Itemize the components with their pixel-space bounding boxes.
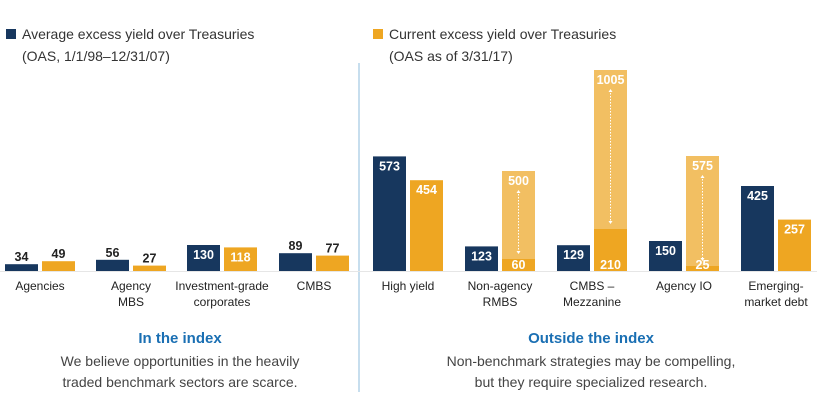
value-label-average: 123 bbox=[471, 249, 492, 263]
range-arrow-head-down bbox=[608, 221, 613, 224]
value-label-current: 27 bbox=[143, 252, 157, 266]
bar-average bbox=[465, 246, 498, 271]
value-label-current: 118 bbox=[230, 250, 250, 264]
value-label-average: 89 bbox=[289, 239, 303, 253]
bar-average bbox=[279, 253, 312, 271]
bar-current bbox=[778, 219, 811, 271]
bar-average bbox=[96, 259, 129, 271]
legend-sublabel-current: (OAS as of 3/31/17) bbox=[389, 48, 513, 64]
bar-current bbox=[133, 265, 166, 271]
bar-current bbox=[224, 247, 257, 271]
range-arrow-head-up bbox=[516, 190, 521, 193]
group-desc-outside-index-line2: but they require specialized research. bbox=[475, 374, 708, 390]
bar-average bbox=[5, 264, 38, 271]
category-label: Agencies bbox=[15, 279, 64, 293]
group-desc-outside-index-line1: Non-benchmark strategies may be compelli… bbox=[447, 353, 736, 369]
category-label: market debt bbox=[744, 295, 808, 309]
legend-swatch-average bbox=[6, 29, 16, 39]
category-label: Investment-grade bbox=[175, 279, 269, 293]
range-arrow-head-up bbox=[700, 175, 705, 178]
range-value-label: 500 bbox=[508, 174, 529, 188]
category-label: RMBS bbox=[483, 295, 518, 309]
range-arrow-head-down bbox=[516, 251, 521, 254]
value-label-average: 425 bbox=[747, 189, 768, 203]
legend-sublabel-average: (OAS, 1/1/98–12/31/07) bbox=[22, 48, 170, 64]
category-label: CMBS bbox=[297, 279, 332, 293]
bars: 34 49 56 27 130 118 89 77 573 454 500 123 60 1005 129 2… bbox=[5, 70, 811, 272]
bar-average bbox=[649, 241, 682, 271]
value-label-current: 77 bbox=[326, 242, 340, 256]
value-label-current: 454 bbox=[416, 183, 437, 197]
group-desc-in-index-line2: traded benchmark sectors are scarce. bbox=[63, 374, 298, 390]
range-value-label: 1005 bbox=[597, 73, 625, 87]
value-label-average: 129 bbox=[563, 248, 584, 262]
legend-swatch-current bbox=[373, 29, 383, 39]
legend-label-average: Average excess yield over Treasuries bbox=[22, 26, 254, 42]
value-label-average: 573 bbox=[379, 159, 400, 173]
category-label: High yield bbox=[382, 279, 435, 293]
category-label: MBS bbox=[118, 295, 144, 309]
bar-average bbox=[557, 245, 590, 271]
category-label: corporates bbox=[194, 295, 251, 309]
category-label: Agency bbox=[111, 279, 151, 293]
bar-current bbox=[686, 266, 719, 271]
group-title-in-index: In the index bbox=[138, 330, 222, 347]
value-label-current: 25 bbox=[696, 258, 710, 272]
value-label-average: 56 bbox=[106, 246, 120, 260]
legend-label-current: Current excess yield over Treasuries bbox=[389, 26, 616, 42]
value-label-current: 210 bbox=[600, 258, 621, 272]
value-label-average: 34 bbox=[15, 250, 29, 264]
value-label-average: 150 bbox=[655, 244, 676, 258]
value-label-current: 49 bbox=[52, 247, 66, 261]
category-label: Agency IO bbox=[656, 279, 712, 293]
range-value-label: 575 bbox=[692, 159, 713, 173]
category-label: Non-agency bbox=[468, 279, 533, 293]
category-label: Emerging- bbox=[748, 279, 803, 293]
bar-current bbox=[316, 255, 349, 271]
range-arrow-head-down bbox=[700, 258, 705, 261]
bar-average bbox=[741, 186, 774, 271]
category-labels: Agencies Agency MBS Investment-grade corpora… bbox=[15, 279, 808, 309]
category-label: CMBS – bbox=[570, 279, 615, 293]
range-arrow-head-up bbox=[608, 89, 613, 92]
bar-current bbox=[502, 259, 535, 271]
group-desc-in-index-line1: We believe opportunities in the heavily bbox=[61, 353, 300, 369]
value-label-average: 130 bbox=[193, 248, 214, 262]
bar-current bbox=[42, 261, 75, 271]
bar-average bbox=[187, 245, 220, 271]
bar-current bbox=[594, 229, 627, 271]
bar-average bbox=[373, 156, 406, 271]
bar-current bbox=[410, 180, 443, 271]
category-label: Mezzanine bbox=[563, 295, 621, 309]
value-label-current: 60 bbox=[512, 258, 526, 272]
group-title-outside-index: Outside the index bbox=[528, 330, 655, 347]
value-label-current: 257 bbox=[784, 223, 805, 237]
